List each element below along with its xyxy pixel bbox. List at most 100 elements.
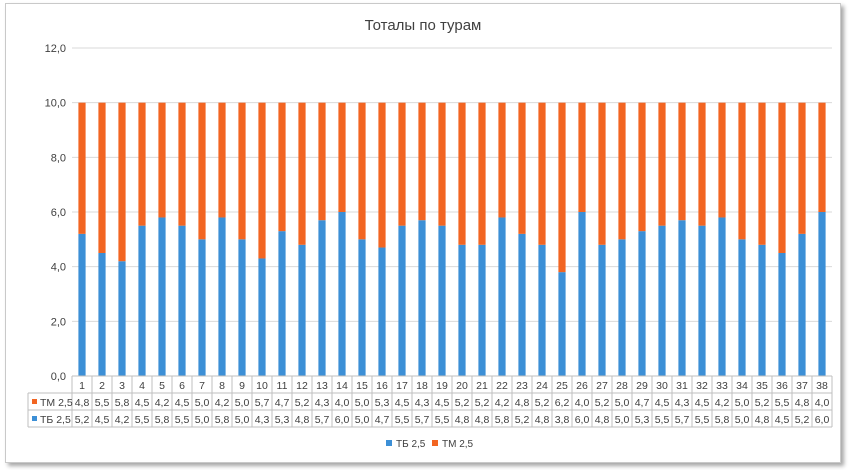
bar-tb	[778, 253, 786, 376]
bar-tb	[178, 225, 186, 376]
data-label: 4,5	[175, 397, 190, 409]
x-tick-label: 1	[79, 380, 85, 392]
data-label: 5,2	[515, 414, 530, 426]
bar-tb	[578, 212, 586, 376]
bar-tb	[558, 272, 566, 376]
bar-tb	[198, 239, 206, 376]
bar-tb	[98, 253, 106, 376]
data-label: 4,8	[475, 414, 490, 426]
data-label: 5,8	[115, 397, 130, 409]
bar-tb	[598, 244, 606, 376]
legend: ТБ 2,5 ТМ 2,5	[386, 439, 474, 450]
data-label: 4,8	[295, 414, 310, 426]
x-tick-label: 14	[336, 380, 348, 392]
data-label: 5,5	[655, 414, 670, 426]
data-label: 4,7	[275, 397, 290, 409]
data-label: 4,2	[115, 414, 130, 426]
bar-tb	[118, 261, 126, 376]
bar-tm	[558, 102, 566, 273]
data-label: 5,0	[235, 397, 250, 409]
bar-tm	[158, 102, 166, 218]
bar-tb	[458, 244, 466, 376]
x-tick-label: 34	[736, 380, 748, 392]
bar-tm	[298, 102, 306, 245]
y-tick-label: 0,0	[51, 371, 66, 383]
bar-tb	[218, 217, 226, 376]
data-label: 5,0	[615, 414, 630, 426]
data-label: 5,0	[615, 397, 630, 409]
data-label: 4,2	[715, 397, 730, 409]
x-tick-label: 15	[356, 380, 368, 392]
bar-tb	[698, 225, 706, 376]
bar-tb	[278, 231, 286, 376]
bar-tb	[538, 244, 546, 376]
bar-tb	[798, 233, 806, 376]
bar-tb	[818, 212, 826, 376]
data-label: 5,2	[535, 397, 550, 409]
bar-tb	[338, 212, 346, 376]
data-label: 5,3	[635, 414, 650, 426]
bar-tm	[758, 102, 766, 245]
data-label: 5,2	[795, 414, 810, 426]
data-label: 4,5	[135, 397, 150, 409]
data-label: 5,5	[175, 414, 190, 426]
data-label: 4,5	[95, 414, 110, 426]
data-label: 5,3	[375, 397, 390, 409]
bar-tb	[658, 225, 666, 376]
data-label: 5,5	[95, 397, 110, 409]
data-label: 4,3	[675, 397, 690, 409]
data-label: 4,8	[455, 414, 470, 426]
x-tick-label: 22	[496, 380, 508, 392]
bar-tb	[518, 233, 526, 376]
data-label: 5,0	[195, 397, 210, 409]
bar-tm	[78, 102, 86, 234]
bar-tm	[358, 102, 366, 240]
chart-title: Тоталы по турам	[365, 17, 482, 34]
y-tick-label: 8,0	[51, 152, 66, 164]
bar-tm	[538, 102, 546, 245]
bar-tm	[778, 102, 786, 254]
data-label: 4,5	[395, 397, 410, 409]
chart-frame: Тоталы по турам 0,0 2,0 4,0 6,0 8,0 10,0 12,0 …	[5, 3, 841, 463]
bar-tm	[578, 102, 586, 212]
bar-tm	[678, 102, 686, 221]
x-tick-label: 3	[119, 380, 125, 392]
bar-tm	[698, 102, 706, 226]
bar-tb	[758, 244, 766, 376]
data-label: 5,7	[675, 414, 690, 426]
data-label: 5,2	[755, 397, 770, 409]
data-label: 4,2	[495, 397, 510, 409]
data-label: 4,2	[215, 397, 230, 409]
bar-tm	[98, 102, 106, 254]
y-tick-label: 6,0	[51, 207, 66, 219]
x-tick-label: 30	[656, 380, 668, 392]
x-tick-label: 32	[696, 380, 708, 392]
x-tick-label: 37	[796, 380, 808, 392]
bar-tb	[378, 247, 386, 376]
data-label: 4,7	[375, 414, 390, 426]
bar-tm	[718, 102, 726, 218]
data-label: 5,8	[155, 414, 170, 426]
table-legend-key	[32, 416, 37, 421]
data-label: 5,2	[595, 397, 610, 409]
bar-tm	[458, 102, 466, 245]
bar-tb	[138, 225, 146, 376]
data-label: 3,8	[555, 414, 570, 426]
x-tick-label: 38	[816, 380, 828, 392]
x-tick-label: 13	[316, 380, 328, 392]
bar-tm	[818, 102, 826, 212]
bar-tm	[238, 102, 246, 240]
bar-tm	[318, 102, 326, 221]
data-label: 4,8	[535, 414, 550, 426]
bar-tm	[198, 102, 206, 240]
bar-tm	[418, 102, 426, 221]
data-label: 4,8	[75, 397, 90, 409]
x-tick-label: 16	[376, 380, 388, 392]
bar-tb	[678, 220, 686, 376]
x-tick-label: 6	[179, 380, 185, 392]
x-tick-label: 36	[776, 380, 788, 392]
x-tick-label: 17	[396, 380, 408, 392]
bar-tb	[718, 217, 726, 376]
bar-tm	[178, 102, 186, 226]
bar-tb	[78, 233, 86, 376]
